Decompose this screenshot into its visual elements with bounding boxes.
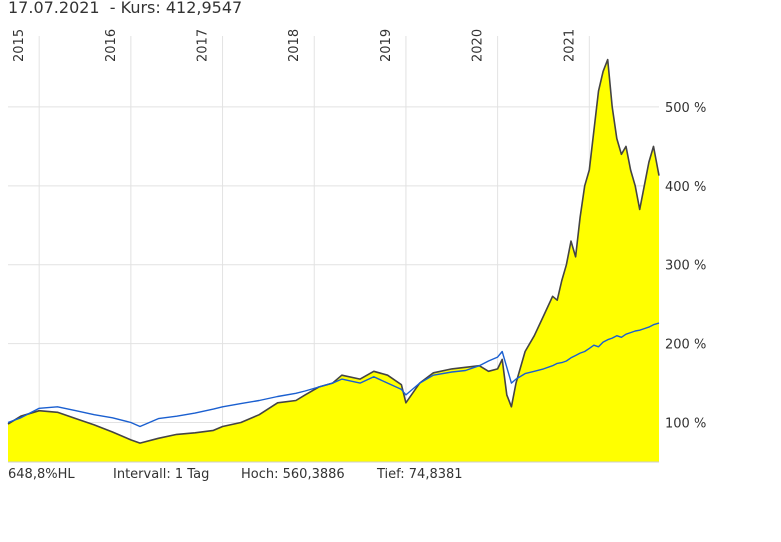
chart-header: 17.07.2021 - Kurs: 412,9547	[8, 0, 242, 17]
year-tick-label: 2016	[104, 29, 119, 62]
year-tick-label: 2019	[379, 29, 394, 62]
fund-line	[7, 58, 660, 444]
year-tick-label: 2015	[12, 29, 27, 62]
footer-interval: Intervall: 1 Tag	[113, 467, 210, 482]
year-tick-label: 2017	[196, 29, 211, 62]
chart-footer: 648,8%HL Intervall: 1 Tag Hoch: 560,3886…	[8, 467, 463, 542]
y-tick-label: 300 %	[665, 259, 706, 274]
footer-hl: 648,8%HL	[8, 467, 75, 482]
footer-high: Hoch: 560,3886	[241, 467, 345, 482]
y-tick-label: 400 %	[665, 180, 706, 195]
year-tick-label: 2020	[471, 29, 486, 62]
footer-low: Tief: 74,8381	[377, 467, 463, 482]
fund-area	[8, 59, 659, 462]
header-price: - Kurs: 412,9547	[99, 0, 243, 17]
year-tick-label: 2018	[287, 29, 302, 62]
y-tick-label: 200 %	[665, 338, 706, 353]
year-tick-label: 2021	[562, 29, 577, 62]
y-tick-label: 100 %	[665, 417, 706, 432]
performance-chart: 100 % 200 % 300 % 400 % 500 % 2015 2016 2017 201…	[7, 29, 706, 463]
benchmark-line	[7, 322, 660, 428]
header-date: 17.07.2021	[8, 0, 100, 17]
y-tick-label: 500 %	[665, 101, 706, 116]
